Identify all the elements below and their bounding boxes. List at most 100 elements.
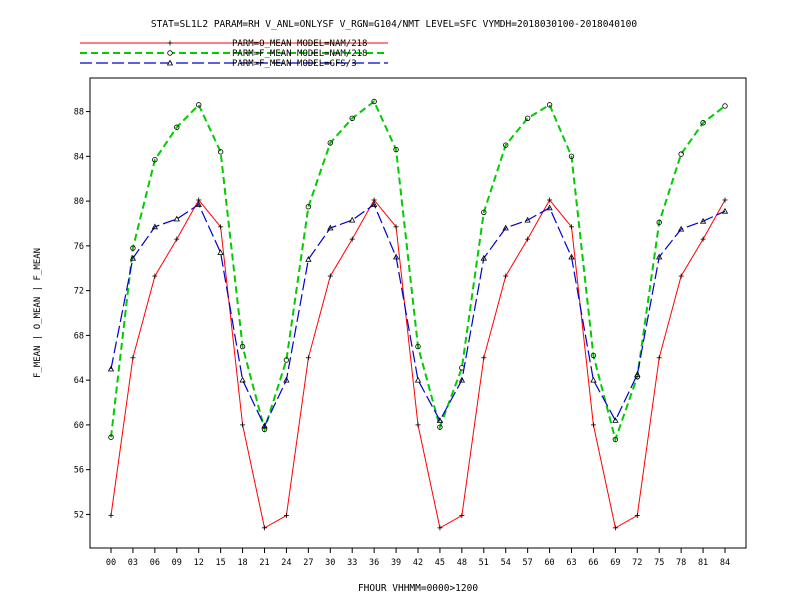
data-point-f-mean-gfs [414, 376, 422, 383]
x-tick-label: 72 [632, 558, 642, 568]
data-point-f-mean-nam [239, 343, 246, 350]
data-point-f-mean-gfs [217, 249, 224, 256]
series-layer [107, 98, 729, 531]
x-tick-label: 75 [654, 558, 664, 568]
y-tick-label: 80 [74, 197, 84, 207]
data-point-o-mean-nam [547, 197, 553, 203]
x-tick-label: 66 [588, 558, 598, 568]
x-tick-label: 45 [435, 558, 445, 568]
y-axis: 52 56 60 64 68 72 76 80 84 88 [74, 108, 90, 520]
data-point-f-mean-nam [437, 424, 443, 430]
data-point-f-mean-nam [481, 209, 487, 215]
legend-label-o-mean-nam: PARM=O_MEAN MODEL=NAM/218 [232, 39, 367, 49]
x-tick-label: 60 [544, 558, 554, 568]
data-point-f-mean-gfs [677, 225, 685, 232]
data-point-o-mean-nam [327, 273, 333, 279]
x-tick-label: 21 [259, 558, 269, 568]
y-tick-label: 88 [74, 108, 84, 118]
data-point-f-mean-gfs [392, 253, 400, 260]
x-tick-label: 81 [698, 558, 708, 568]
data-point-f-mean-gfs [173, 215, 180, 222]
x-tick-label: 57 [523, 558, 533, 568]
data-point-o-mean-nam [240, 422, 246, 428]
data-point-f-mean-gfs [195, 201, 202, 207]
data-point-o-mean-nam [218, 224, 224, 230]
data-point-f-mean-gfs [349, 216, 356, 223]
data-point-f-mean-nam [305, 203, 312, 210]
data-point-o-mean-nam [700, 236, 706, 242]
series-line-o-mean-nam [110, 199, 726, 529]
x-tick-label: 03 [128, 558, 138, 568]
data-point-f-mean-gfs [370, 201, 378, 207]
legend-label-f-mean-nam: PARM=F_MEAN MODEL=NAM/218 [232, 49, 367, 59]
data-point-o-mean-nam [612, 525, 618, 531]
legend-marker-o-mean-nam [167, 40, 173, 46]
data-point-f-mean-nam [196, 102, 202, 108]
data-point-f-mean-nam [678, 151, 684, 157]
y-tick-label: 60 [74, 421, 84, 431]
data-point-f-mean-gfs [458, 376, 466, 383]
data-point-f-mean-gfs [590, 376, 597, 383]
x-axis: 00 03 06 09 12 15 18 21 24 27 30 33 36 39 42 45 48 51 54 57… [106, 548, 730, 568]
data-point-f-mean-nam [546, 102, 553, 108]
data-point-f-mean-nam [130, 245, 136, 251]
data-point-f-mean-gfs [107, 365, 115, 372]
data-point-f-mean-nam [568, 153, 575, 160]
data-point-f-mean-nam [722, 103, 728, 109]
data-point-f-mean-nam [349, 115, 355, 121]
series-line-f-mean-nam [110, 99, 726, 443]
data-point-o-mean-nam [437, 525, 443, 531]
x-tick-label: 78 [676, 558, 686, 568]
data-point-o-mean-nam [174, 236, 180, 242]
data-point-f-mean-nam [371, 98, 377, 105]
y-tick-label: 84 [74, 152, 84, 162]
x-tick-label: 48 [457, 558, 467, 568]
y-tick-label: 64 [74, 376, 84, 386]
data-point-o-mean-nam [656, 355, 662, 361]
data-point-o-mean-nam [262, 525, 267, 531]
data-point-f-mean-gfs [327, 224, 334, 231]
data-point-f-mean-gfs [612, 417, 619, 423]
data-point-f-mean-nam [503, 142, 509, 148]
x-tick-label: 18 [237, 558, 247, 568]
series-line-f-mean-gfs [110, 203, 726, 428]
x-tick-label: 51 [479, 558, 489, 568]
y-axis-label: F_MEAN | O_MEAN | F_MEAN [33, 248, 43, 378]
data-point-f-mean-nam [283, 357, 290, 363]
x-tick-label: 54 [501, 558, 511, 568]
data-point-f-mean-nam [590, 352, 597, 359]
data-point-o-mean-nam [108, 513, 114, 519]
data-point-f-mean-nam [415, 343, 421, 350]
y-tick-label: 56 [74, 466, 84, 476]
data-point-f-mean-gfs [480, 254, 487, 261]
data-point-f-mean-nam [393, 146, 399, 153]
data-point-f-mean-gfs [524, 216, 531, 223]
data-point-o-mean-nam [152, 273, 158, 279]
data-point-f-mean-nam [108, 434, 114, 440]
data-point-o-mean-nam [130, 355, 136, 361]
x-tick-label: 84 [720, 558, 730, 568]
data-point-o-mean-nam [678, 273, 684, 279]
x-tick-label: 33 [347, 558, 357, 568]
data-point-f-mean-nam [612, 436, 619, 443]
data-point-f-mean-gfs [239, 376, 246, 383]
data-point-f-mean-gfs [699, 217, 707, 224]
legend-label-f-mean-gfs: PARM=F_MEAN MODEL=GFS/3 [232, 59, 357, 69]
x-tick-label: 36 [369, 558, 379, 568]
x-axis-label: FHOUR VHHMM=0000>1200 [358, 583, 478, 594]
x-tick-label: 39 [391, 558, 401, 568]
data-point-f-mean-gfs [305, 255, 312, 262]
data-point-f-mean-gfs [502, 224, 509, 231]
x-tick-label: 27 [303, 558, 313, 568]
data-point-f-mean-gfs [436, 417, 444, 423]
x-tick-label: 15 [216, 558, 226, 568]
plot-frame [89, 77, 747, 549]
x-tick-label: 09 [172, 558, 182, 568]
data-point-o-mean-nam [393, 224, 399, 230]
x-tick-label: 42 [413, 558, 423, 568]
data-point-f-mean-nam [152, 156, 158, 163]
x-tick-label: 24 [281, 558, 291, 568]
y-tick-label: 72 [74, 287, 84, 297]
data-point-o-mean-nam [349, 236, 355, 242]
